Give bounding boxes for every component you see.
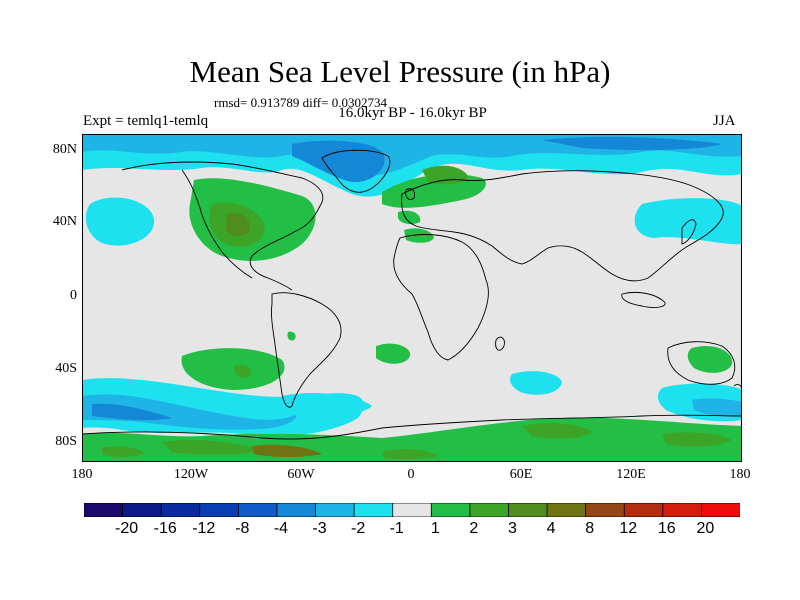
madagascar-coast <box>495 336 505 351</box>
map-frame <box>82 134 742 462</box>
southern-ocean-negative-anomaly <box>82 371 742 437</box>
colorbar-label: 1 <box>430 520 440 537</box>
colorbar-swatch <box>122 503 162 517</box>
colorbar-swatch <box>585 503 625 517</box>
eurasia-coast <box>401 170 724 282</box>
colorbar-label: 3 <box>508 520 517 537</box>
colorbar-label: -20 <box>115 520 139 537</box>
lon-label-180e: 180 <box>729 467 751 482</box>
season-label: JJA <box>713 113 736 129</box>
colorbar-swatch <box>662 503 703 517</box>
experiment-label: Expt = temlq1-temlq <box>83 113 209 129</box>
lon-label-60w: 60W <box>287 467 315 482</box>
colorbar-swatch <box>430 503 471 517</box>
colorbar-label: -3 <box>312 520 327 537</box>
lon-label-0: 0 <box>407 467 415 482</box>
colorbar-label: 16 <box>657 520 676 537</box>
japan-coast <box>681 219 697 245</box>
colorbar-label: -4 <box>273 520 289 537</box>
north-pacific-negative <box>85 197 155 246</box>
colorbar-swatch <box>237 503 278 517</box>
africa-coast <box>393 234 489 361</box>
brazil-positive <box>287 331 296 341</box>
lat-label-80n: 80N <box>52 142 77 157</box>
colorbar-label: 2 <box>469 520 479 537</box>
colorbar-swatch <box>353 503 394 517</box>
colorbar-swatch <box>546 503 587 517</box>
colorbar-label: -16 <box>153 520 177 537</box>
lon-label-120e: 120E <box>616 467 646 482</box>
colorbar-swatch <box>469 503 510 517</box>
colorbar-swatch <box>276 503 317 517</box>
colorbar-label: -12 <box>192 520 216 537</box>
colorbar-label: -2 <box>350 520 366 537</box>
australia-positive <box>687 345 733 373</box>
colorbar-swatch <box>701 503 740 517</box>
north-america-coast <box>121 161 324 291</box>
colorbar-label: 12 <box>619 520 638 537</box>
colorbar-swatch <box>392 503 432 517</box>
lat-label-0: 0 <box>70 288 77 303</box>
lon-label-180w: 180 <box>71 467 93 482</box>
south-atlantic-positive <box>376 343 411 364</box>
lat-label-80s: 80S <box>55 434 77 449</box>
world-map <box>82 134 742 462</box>
colorbar-swatch <box>84 503 124 517</box>
colorbar-label: -1 <box>389 520 404 537</box>
coastlines <box>82 149 742 440</box>
colorbar-swatch <box>160 503 201 517</box>
stats-line: rmsd= 0.913789 diff= 0.0302734 <box>214 95 387 110</box>
arctic-negative-anomaly <box>82 134 742 197</box>
antarctic-positive-anomaly <box>82 417 742 462</box>
plot-title: Mean Sea Level Pressure (in hPa) <box>189 54 611 89</box>
antarctica-coast <box>82 414 742 440</box>
south-america-coast <box>271 292 342 408</box>
greenland-coast <box>321 149 391 193</box>
colorbar-label: 8 <box>585 520 595 537</box>
colorbar-swatch <box>623 503 664 517</box>
australia-coast <box>667 341 736 385</box>
colorbar-label: 4 <box>546 520 556 537</box>
lat-label-40s: 40S <box>55 361 77 376</box>
lon-label-120w: 120W <box>173 467 209 482</box>
indonesia-coast <box>621 291 666 309</box>
colorbar <box>84 503 740 517</box>
period-subtitle: 16.0kyr BP - 16.0kyr BP <box>338 105 487 121</box>
uk-coast <box>405 188 415 201</box>
iberia-positive-anomaly <box>404 228 434 243</box>
colorbar-swatch <box>199 503 240 517</box>
south-pacific-positive <box>181 348 285 390</box>
lat-label-40n: 40N <box>52 214 77 229</box>
colorbar-label: 20 <box>696 520 715 537</box>
lon-label-60e: 60E <box>509 467 533 482</box>
north-america-positive-anomaly <box>189 178 316 261</box>
south-pacific-positive-core <box>234 364 251 378</box>
colorbar-swatch <box>508 503 548 517</box>
colorbar-swatch <box>315 503 355 517</box>
colorbar-label: -8 <box>235 520 250 537</box>
